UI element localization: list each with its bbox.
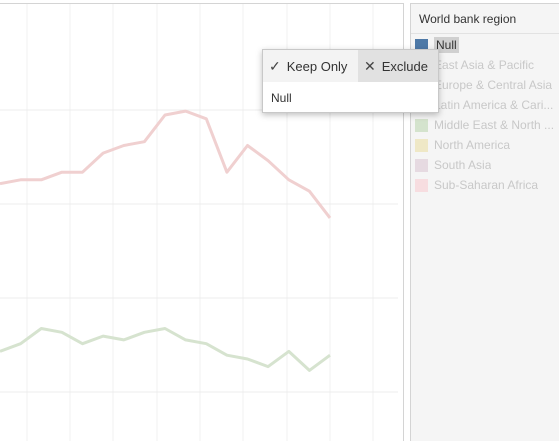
legend-item[interactable]: Null [415, 36, 559, 54]
legend-swatch [415, 118, 428, 132]
popup-selected-value: Null [271, 91, 292, 105]
legend-item[interactable]: Sub-Saharan Africa [415, 176, 559, 194]
chart-top-border [0, 3, 404, 4]
exclude-label: Exclude [381, 58, 428, 74]
keep-only-button[interactable]: ✓ Keep Only [263, 50, 358, 82]
series-line[interactable] [0, 109, 332, 219]
legend-swatch [415, 138, 428, 152]
legend-item-label: Sub-Saharan Africa [434, 178, 539, 192]
legend-divider [411, 33, 559, 34]
popup-action-bar: ✓ Keep Only ✕ Exclude [263, 50, 438, 82]
series-line[interactable] [0, 327, 331, 372]
legend-item-label: Latin America & Cari... [434, 98, 554, 112]
legend-item-label: North America [434, 138, 511, 152]
legend-item-label: Null [434, 37, 459, 53]
legend-item-label: Middle East & North ... [434, 118, 555, 132]
legend-item[interactable]: Middle East & North ... [415, 116, 559, 134]
legend-item-label: Europe & Central Asia [434, 78, 553, 92]
legend-title: World bank region [419, 12, 517, 26]
filter-popup: ✓ Keep Only ✕ Exclude Null [262, 49, 439, 113]
legend-swatch [415, 178, 428, 192]
check-icon: ✓ [269, 57, 281, 74]
chart-right-border [403, 3, 404, 441]
x-icon: ✕ [364, 57, 376, 74]
keep-only-label: Keep Only [286, 58, 348, 74]
legend-item[interactable]: North America [415, 136, 559, 154]
legend-swatch [415, 158, 428, 172]
legend-item-label: South Asia [434, 158, 492, 172]
legend-swatch [415, 38, 428, 52]
exclude-button[interactable]: ✕ Exclude [358, 50, 438, 82]
legend-item-label: East Asia & Pacific [434, 58, 535, 72]
legend-item[interactable]: South Asia [415, 156, 559, 174]
